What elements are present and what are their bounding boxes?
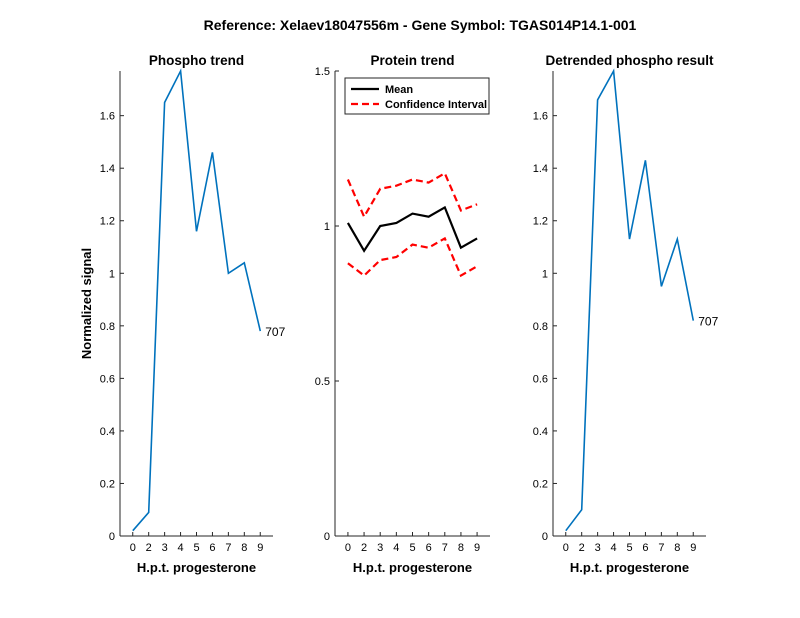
y-tick-label: 0.6 xyxy=(533,373,548,385)
x-tick-label: 8 xyxy=(458,542,464,554)
x-tick-label: 7 xyxy=(658,542,664,554)
y-tick-label: 1 xyxy=(324,221,330,233)
x-tick-label: 4 xyxy=(393,542,399,554)
y-tick-label: 1.4 xyxy=(100,163,115,175)
y-tick-label: 0.2 xyxy=(100,478,115,490)
panel-3: 00.20.40.60.811.21.41.60 2 3 4 5 6 7 8 9Detrende… xyxy=(533,53,719,575)
y-tick-label: 1.6 xyxy=(533,111,548,123)
y-axis-label: Normalized signal xyxy=(79,248,94,359)
x-tick-label: 9 xyxy=(474,542,480,554)
series-line-1 xyxy=(565,68,695,532)
x-tick-label: 2 xyxy=(361,542,367,554)
x-tick-label: 4 xyxy=(611,542,617,554)
y-tick-label: 0 xyxy=(542,531,548,543)
x-tick-label: 9 xyxy=(690,542,696,554)
x-tick-label: 3 xyxy=(595,542,601,554)
series-line-3 xyxy=(347,236,478,278)
data-label-annotation: 707 xyxy=(698,315,718,329)
x-tick-label: 9 xyxy=(257,542,263,554)
x-tick-label: 2 xyxy=(146,542,152,554)
y-tick-label: 0.8 xyxy=(533,321,548,333)
y-tick-label: 0.5 xyxy=(315,376,330,388)
panel-title: Protein trend xyxy=(370,53,454,68)
series-line-2 xyxy=(346,171,478,220)
x-tick-label: 2 xyxy=(579,542,585,554)
y-tick-label: 1 xyxy=(542,268,548,280)
y-tick-label: 0.2 xyxy=(533,478,548,490)
x-tick-label: 8 xyxy=(241,542,247,554)
y-tick-label: 0.4 xyxy=(533,426,548,438)
y-tick-label: 0.8 xyxy=(100,321,115,333)
y-tick-label: 1.2 xyxy=(533,216,548,228)
panel-title: Detrended phospho result xyxy=(545,53,714,68)
series-line-1 xyxy=(346,205,478,253)
x-tick-label: 7 xyxy=(442,542,448,554)
series-line-1 xyxy=(132,68,262,532)
y-tick-label: 0.4 xyxy=(100,426,115,438)
x-tick-label: 0 xyxy=(563,542,569,554)
figure-title: Reference: Xelaev18047556m - Gene Symbol… xyxy=(204,17,637,33)
x-axis-label: H.p.t. progesterone xyxy=(353,560,472,575)
x-tick-label: 6 xyxy=(426,542,432,554)
x-axis-label: H.p.t. progesterone xyxy=(137,560,256,575)
y-tick-label: 0 xyxy=(324,531,330,543)
x-tick-label: 5 xyxy=(409,542,415,554)
y-tick-label: 1 xyxy=(109,268,115,280)
x-tick-label: 7 xyxy=(225,542,231,554)
y-tick-label: 1.6 xyxy=(100,111,115,123)
x-tick-label: 3 xyxy=(377,542,383,554)
y-tick-label: 1.5 xyxy=(315,66,330,78)
legend-box xyxy=(344,77,490,115)
y-tick-label: 1.2 xyxy=(100,216,115,228)
x-tick-label: 6 xyxy=(209,542,215,554)
x-tick-label: 4 xyxy=(178,542,184,554)
x-tick-label: 3 xyxy=(162,542,168,554)
x-tick-label: 0 xyxy=(130,542,136,554)
data-label-annotation: 707 xyxy=(265,325,285,339)
x-tick-label: 5 xyxy=(193,542,199,554)
y-tick-label: 1.4 xyxy=(533,163,548,175)
x-tick-label: 5 xyxy=(626,542,632,554)
legend-label: Confidence Interval xyxy=(385,99,487,111)
y-tick-label: 0 xyxy=(109,531,115,543)
x-tick-label: 6 xyxy=(642,542,648,554)
legend: Mean Confidence Interval xyxy=(344,77,490,115)
x-tick-label: 0 xyxy=(345,542,351,554)
y-tick-label: 0.6 xyxy=(100,373,115,385)
legend-label: Mean xyxy=(385,84,413,96)
panel-1: 00.20.40.60.811.21.41.60 2 3 4 5 6 7 8 9Phospho … xyxy=(79,53,286,575)
x-axis-label: H.p.t. progesterone xyxy=(570,560,689,575)
x-tick-label: 8 xyxy=(674,542,680,554)
panel-title: Phospho trend xyxy=(149,53,244,68)
